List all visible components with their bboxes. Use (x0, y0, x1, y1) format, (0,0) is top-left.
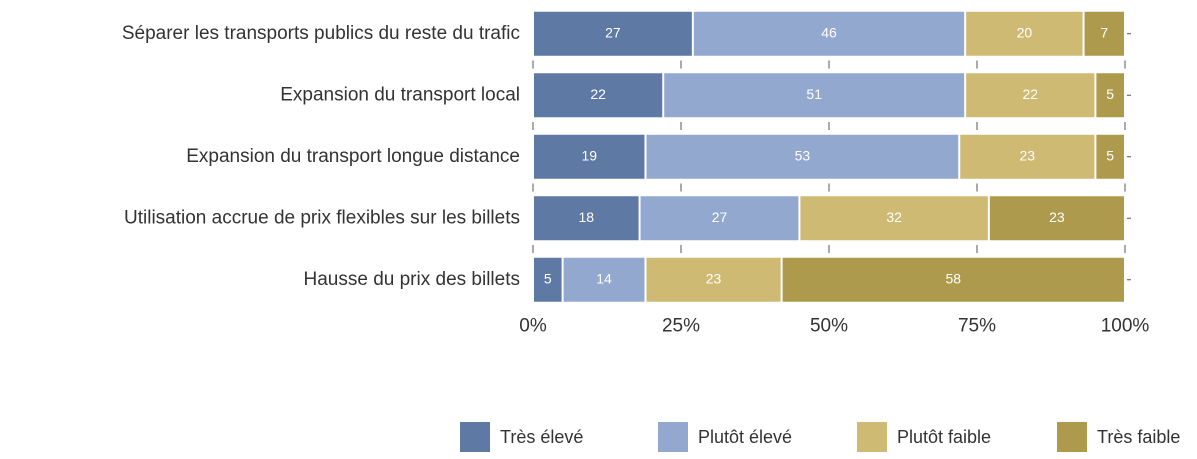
category-label: Expansion du transport longue distance (186, 146, 520, 167)
category-label: Utilisation accrue de prix flexibles sur… (124, 207, 520, 228)
value-label: 7 (1100, 24, 1108, 40)
x-tick-label: 75% (958, 316, 996, 337)
legend-label: Très élevé (500, 427, 583, 447)
bar-segment (800, 196, 988, 241)
bar-segment (563, 257, 645, 302)
value-label: 27 (605, 24, 621, 40)
bar-segment (693, 11, 965, 56)
value-label: 19 (581, 147, 597, 163)
value-label: 5 (1106, 86, 1114, 102)
value-label: 14 (596, 270, 612, 286)
bar-segment (1096, 73, 1124, 118)
bar-segment (534, 196, 639, 241)
value-label: 23 (1020, 147, 1036, 163)
value-label: 5 (1106, 147, 1114, 163)
bar-segment (966, 73, 1095, 118)
value-label: 51 (806, 86, 822, 102)
legend-label: Très faible (1097, 427, 1180, 447)
bar-segment (534, 257, 562, 302)
bar-segment (1096, 134, 1124, 179)
category-label: Séparer les transports publics du reste … (122, 23, 520, 44)
legend-swatch (658, 422, 688, 452)
value-label: 22 (590, 86, 606, 102)
bar-segment (960, 134, 1095, 179)
value-label: 27 (712, 209, 728, 225)
value-label: 22 (1022, 86, 1038, 102)
category-label: Hausse du prix des billets (304, 269, 521, 290)
bar-segment (782, 257, 1124, 302)
bar-segment (1084, 11, 1124, 56)
bar-segment (646, 257, 781, 302)
value-label: 18 (578, 209, 594, 225)
value-label: 58 (946, 270, 962, 286)
value-label: 53 (795, 147, 811, 163)
legend-label: Plutôt faible (897, 427, 991, 447)
bar-segment (664, 73, 965, 118)
x-tick-label: 100% (1101, 316, 1150, 337)
value-label: 46 (821, 24, 837, 40)
bar-segment (534, 134, 645, 179)
bar-segment (989, 196, 1124, 241)
category-label: Expansion du transport local (280, 84, 520, 105)
x-tick-label: 50% (810, 316, 848, 337)
x-tick-label: 0% (519, 316, 547, 337)
bar-segment (640, 196, 799, 241)
bar-segment (966, 11, 1083, 56)
legend-swatch (460, 422, 490, 452)
bar-segment (534, 11, 692, 56)
bar-segment (646, 134, 959, 179)
value-label: 23 (706, 270, 722, 286)
value-label: 20 (1017, 24, 1033, 40)
legend-label: Plutôt élevé (698, 427, 792, 447)
value-label: 32 (886, 209, 902, 225)
legend-swatch (857, 422, 887, 452)
legend-swatch (1057, 422, 1087, 452)
x-tick-label: 25% (662, 316, 700, 337)
value-label: 5 (544, 270, 552, 286)
value-label: 23 (1049, 209, 1065, 225)
bar-segment (534, 73, 663, 118)
